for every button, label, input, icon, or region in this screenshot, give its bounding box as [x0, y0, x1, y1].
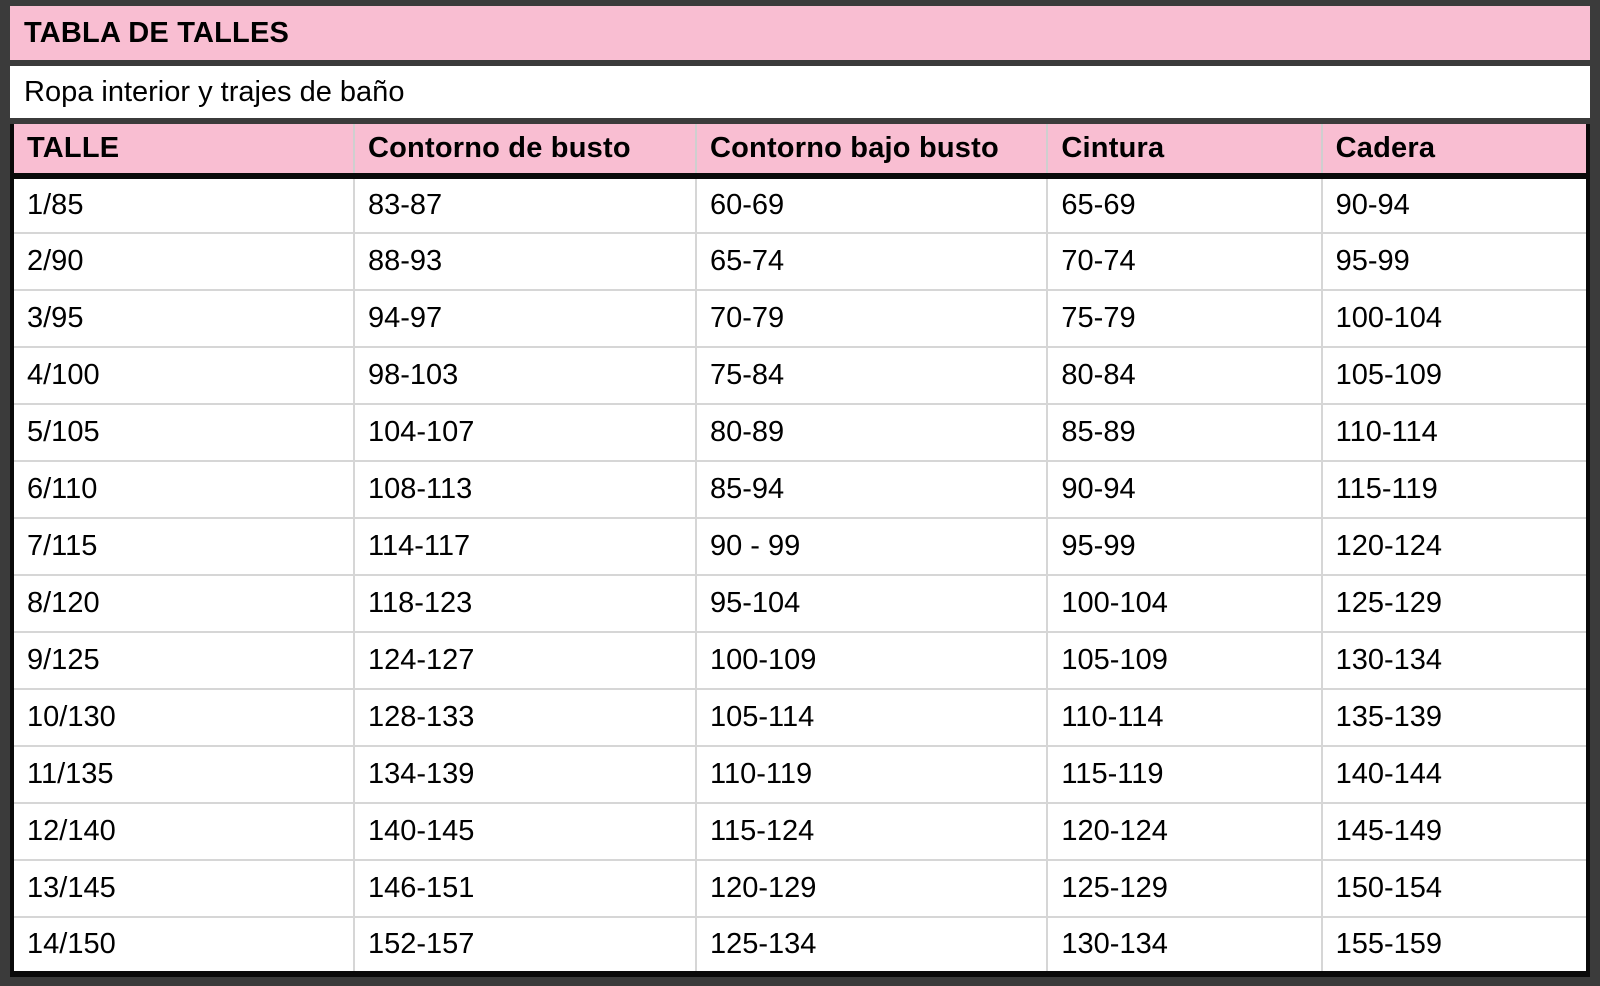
table-row: 1/85 83-87 60-69 65-69 90-94	[12, 176, 1588, 234]
table-row: 8/120 118-123 95-104 100-104 125-129	[12, 575, 1588, 633]
table-cell: 110-114	[1047, 689, 1323, 747]
table-cell: 3/95	[12, 290, 355, 348]
header-row: TALLE Contorno de busto Contorno bajo bust…	[12, 124, 1588, 179]
table-cell: 155-159	[1321, 917, 1588, 974]
table-cell: 95-99	[1047, 518, 1323, 576]
table-cell: 6/110	[12, 461, 355, 519]
table-cell: 120-124	[1321, 518, 1588, 576]
table-cell: 125-129	[1047, 860, 1323, 918]
table-cell: 5/105	[12, 404, 355, 462]
table-cell: 100-109	[695, 632, 1049, 690]
table-cell: 65-74	[695, 233, 1049, 291]
table-cell: 105-109	[1321, 347, 1588, 405]
table-cell: 70-79	[695, 290, 1049, 348]
table-cell: 152-157	[353, 917, 697, 974]
table-cell: 85-89	[1047, 404, 1323, 462]
table-cell: 120-124	[1047, 803, 1323, 861]
table-cell: 13/145	[12, 860, 355, 918]
column-header: Contorno bajo busto	[695, 124, 1049, 179]
table-cell: 75-79	[1047, 290, 1323, 348]
column-header: Cintura	[1047, 124, 1323, 179]
table-cell: 120-129	[695, 860, 1049, 918]
table-cell: 80-84	[1047, 347, 1323, 405]
table-row: 7/115 114-117 90 - 99 95-99 120-124	[12, 518, 1588, 576]
table-cell: 128-133	[353, 689, 697, 747]
page-subtitle-bar: Ropa interior y trajes de baño	[10, 66, 1590, 118]
table-cell: 108-113	[353, 461, 697, 519]
table-row: 3/95 94-97 70-79 75-79 100-104	[12, 290, 1588, 348]
table-row: 9/125 124-127 100-109 105-109 130-134	[12, 632, 1588, 690]
table-cell: 115-119	[1321, 461, 1588, 519]
size-table: TALLE Contorno de busto Contorno bajo bust…	[10, 124, 1590, 977]
table-cell: 95-104	[695, 575, 1049, 633]
column-header: Cadera	[1321, 124, 1588, 179]
table-cell: 134-139	[353, 746, 697, 804]
table-cell: 98-103	[353, 347, 697, 405]
table-cell: 100-104	[1321, 290, 1588, 348]
table-cell: 130-134	[1047, 917, 1323, 974]
table-cell: 90-94	[1047, 461, 1323, 519]
table-row: 11/135 134-139 110-119 115-119 140-144	[12, 746, 1588, 804]
table-cell: 140-145	[353, 803, 697, 861]
table-cell: 1/85	[12, 176, 355, 234]
table-cell: 12/140	[12, 803, 355, 861]
table-cell: 94-97	[353, 290, 697, 348]
table-row: 4/100 98-103 75-84 80-84 105-109	[12, 347, 1588, 405]
table-cell: 115-119	[1047, 746, 1323, 804]
table-cell: 2/90	[12, 233, 355, 291]
table-cell: 125-129	[1321, 575, 1588, 633]
table-cell: 83-87	[353, 176, 697, 234]
table-cell: 146-151	[353, 860, 697, 918]
table-cell: 60-69	[695, 176, 1049, 234]
table-cell: 95-99	[1321, 233, 1588, 291]
table-cell: 75-84	[695, 347, 1049, 405]
table-cell: 90-94	[1321, 176, 1588, 234]
table-cell: 118-123	[353, 575, 697, 633]
table-cell: 8/120	[12, 575, 355, 633]
table-cell: 114-117	[353, 518, 697, 576]
table-cell: 110-114	[1321, 404, 1588, 462]
table-cell: 85-94	[695, 461, 1049, 519]
table-cell: 130-134	[1321, 632, 1588, 690]
column-header: TALLE	[12, 124, 355, 179]
table-cell: 135-139	[1321, 689, 1588, 747]
table-row: 14/150 152-157 125-134 130-134 155-159	[12, 917, 1588, 974]
table-cell: 115-124	[695, 803, 1049, 861]
table-row: 5/105 104-107 80-89 85-89 110-114	[12, 404, 1588, 462]
table-cell: 90 - 99	[695, 518, 1049, 576]
table-cell: 100-104	[1047, 575, 1323, 633]
table-cell: 125-134	[695, 917, 1049, 974]
table-cell: 7/115	[12, 518, 355, 576]
table-cell: 110-119	[695, 746, 1049, 804]
table-cell: 4/100	[12, 347, 355, 405]
table-body: 1/85 83-87 60-69 65-69 90-94 2/90 88-93 65-74 70…	[12, 176, 1588, 974]
table-cell: 104-107	[353, 404, 697, 462]
table-cell: 124-127	[353, 632, 697, 690]
column-header: Contorno de busto	[353, 124, 697, 179]
table-row: 6/110 108-113 85-94 90-94 115-119	[12, 461, 1588, 519]
page-subtitle: Ropa interior y trajes de baño	[24, 75, 405, 108]
table-cell: 145-149	[1321, 803, 1588, 861]
page-title-bar: TABLA DE TALLES	[10, 6, 1590, 60]
table-cell: 150-154	[1321, 860, 1588, 918]
table-row: 2/90 88-93 65-74 70-74 95-99	[12, 233, 1588, 291]
table-cell: 14/150	[12, 917, 355, 974]
table-row: 12/140 140-145 115-124 120-124 145-149	[12, 803, 1588, 861]
table-cell: 10/130	[12, 689, 355, 747]
table-cell: 11/135	[12, 746, 355, 804]
table-cell: 140-144	[1321, 746, 1588, 804]
table-cell: 9/125	[12, 632, 355, 690]
table-cell: 105-109	[1047, 632, 1323, 690]
table-cell: 88-93	[353, 233, 697, 291]
table-cell: 105-114	[695, 689, 1049, 747]
table-cell: 80-89	[695, 404, 1049, 462]
page-title: TABLA DE TALLES	[24, 16, 290, 49]
table-cell: 65-69	[1047, 176, 1323, 234]
table-row: 10/130 128-133 105-114 110-114 135-139	[12, 689, 1588, 747]
table-row: 13/145 146-151 120-129 125-129 150-154	[12, 860, 1588, 918]
table-cell: 70-74	[1047, 233, 1323, 291]
